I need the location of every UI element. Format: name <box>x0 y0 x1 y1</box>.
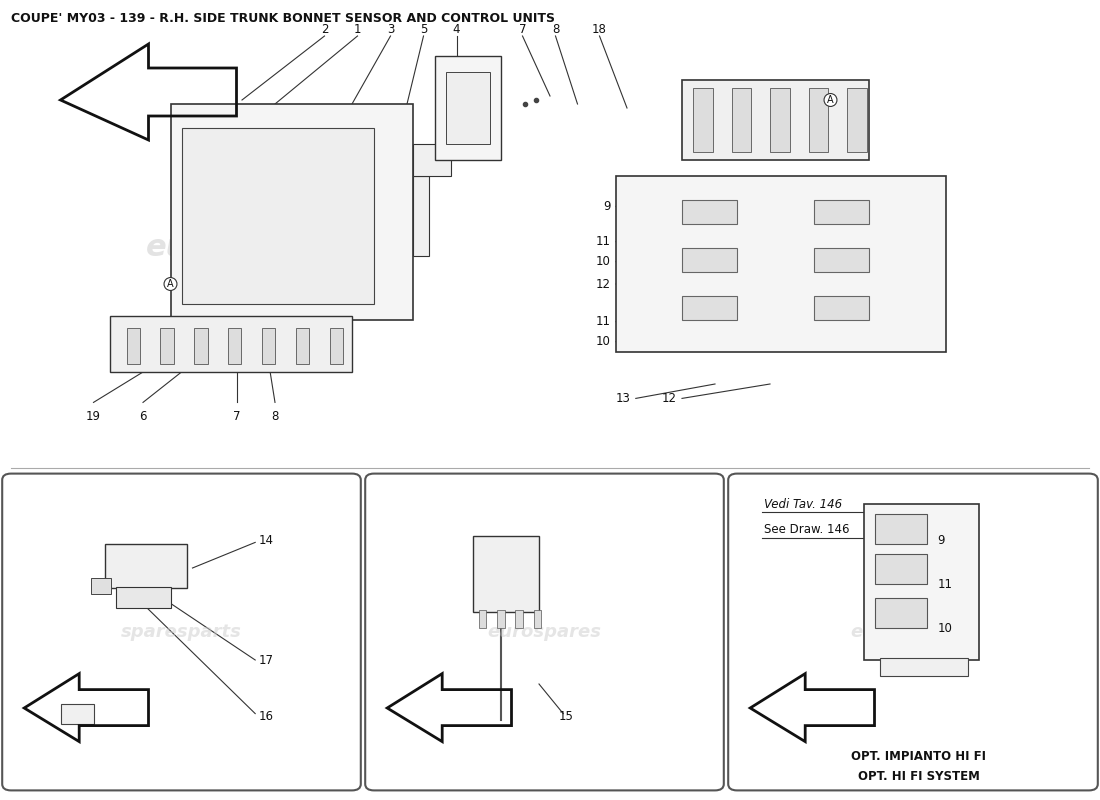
Bar <box>195 328 208 364</box>
Bar <box>446 72 490 144</box>
Text: OPT. HI FI SYSTEM: OPT. HI FI SYSTEM <box>858 770 979 782</box>
Bar <box>880 658 968 676</box>
Text: 8: 8 <box>552 23 559 36</box>
Text: 12: 12 <box>661 392 676 405</box>
Bar <box>874 554 927 584</box>
Bar <box>682 80 869 160</box>
Text: 15: 15 <box>559 710 574 722</box>
Bar <box>847 88 867 152</box>
Text: 17: 17 <box>258 654 274 666</box>
Text: sparesparts: sparesparts <box>121 623 242 641</box>
Bar <box>497 610 505 628</box>
Bar <box>814 248 869 272</box>
Bar <box>229 328 242 364</box>
Text: 4: 4 <box>453 23 460 36</box>
Text: 19: 19 <box>86 410 101 423</box>
Text: 8: 8 <box>272 410 278 423</box>
Bar <box>874 514 927 544</box>
Text: 6: 6 <box>140 410 146 423</box>
Text: 13: 13 <box>615 392 630 405</box>
Bar <box>814 296 869 320</box>
Text: 10: 10 <box>595 255 610 268</box>
Text: 10: 10 <box>595 335 610 348</box>
Bar <box>682 296 737 320</box>
Bar <box>478 610 486 628</box>
Text: See Draw. 146: See Draw. 146 <box>764 523 850 536</box>
Text: 12: 12 <box>595 278 610 290</box>
Bar <box>864 504 979 660</box>
Text: 11: 11 <box>937 578 953 591</box>
Bar <box>412 144 451 176</box>
Text: 3: 3 <box>387 23 394 36</box>
Bar <box>91 578 111 594</box>
FancyBboxPatch shape <box>365 474 724 790</box>
Text: COUPE' MY03 - 139 - R.H. SIDE TRUNK BONNET SENSOR AND CONTROL UNITS: COUPE' MY03 - 139 - R.H. SIDE TRUNK BONN… <box>11 12 556 25</box>
Text: 9: 9 <box>937 534 945 547</box>
Text: eurospares: eurospares <box>850 623 965 641</box>
Text: 18: 18 <box>592 23 607 36</box>
Bar <box>534 610 541 628</box>
Text: 16: 16 <box>258 710 274 722</box>
Text: OPT. IMPIANTO HI FI: OPT. IMPIANTO HI FI <box>851 750 986 762</box>
Bar <box>770 88 790 152</box>
Text: A: A <box>827 95 834 105</box>
Bar <box>814 200 869 224</box>
Text: 7: 7 <box>519 23 526 36</box>
Bar <box>434 56 500 160</box>
Text: eurospares: eurospares <box>487 623 602 641</box>
FancyBboxPatch shape <box>2 474 361 790</box>
Text: Vedi Tav. 146: Vedi Tav. 146 <box>764 498 843 510</box>
Bar <box>182 128 374 304</box>
Bar <box>693 88 713 152</box>
Bar <box>682 248 737 272</box>
Bar <box>110 316 352 372</box>
Bar <box>116 587 170 608</box>
Bar <box>412 176 429 256</box>
Bar <box>330 328 343 364</box>
Text: 2: 2 <box>321 23 328 36</box>
Bar <box>60 704 94 724</box>
Bar <box>126 328 140 364</box>
Bar <box>515 610 522 628</box>
Text: eurospares: eurospares <box>145 234 339 262</box>
Bar <box>296 328 309 364</box>
Bar <box>616 176 946 352</box>
Text: sparesparts: sparesparts <box>708 236 876 260</box>
Text: 11: 11 <box>595 315 610 328</box>
Bar <box>161 328 174 364</box>
Bar <box>874 598 927 628</box>
Bar <box>808 88 828 152</box>
Text: A: A <box>167 279 174 289</box>
FancyBboxPatch shape <box>728 474 1098 790</box>
Text: 14: 14 <box>258 534 274 546</box>
Text: 1: 1 <box>354 23 361 36</box>
Text: 7: 7 <box>233 410 240 423</box>
Bar <box>170 104 412 320</box>
Text: 5: 5 <box>420 23 427 36</box>
Text: 10: 10 <box>937 622 953 635</box>
Bar <box>682 200 737 224</box>
Text: 9: 9 <box>603 200 611 213</box>
Bar <box>104 544 187 588</box>
Text: 11: 11 <box>595 235 610 248</box>
Bar <box>262 328 275 364</box>
Bar <box>732 88 751 152</box>
Bar <box>473 536 539 612</box>
